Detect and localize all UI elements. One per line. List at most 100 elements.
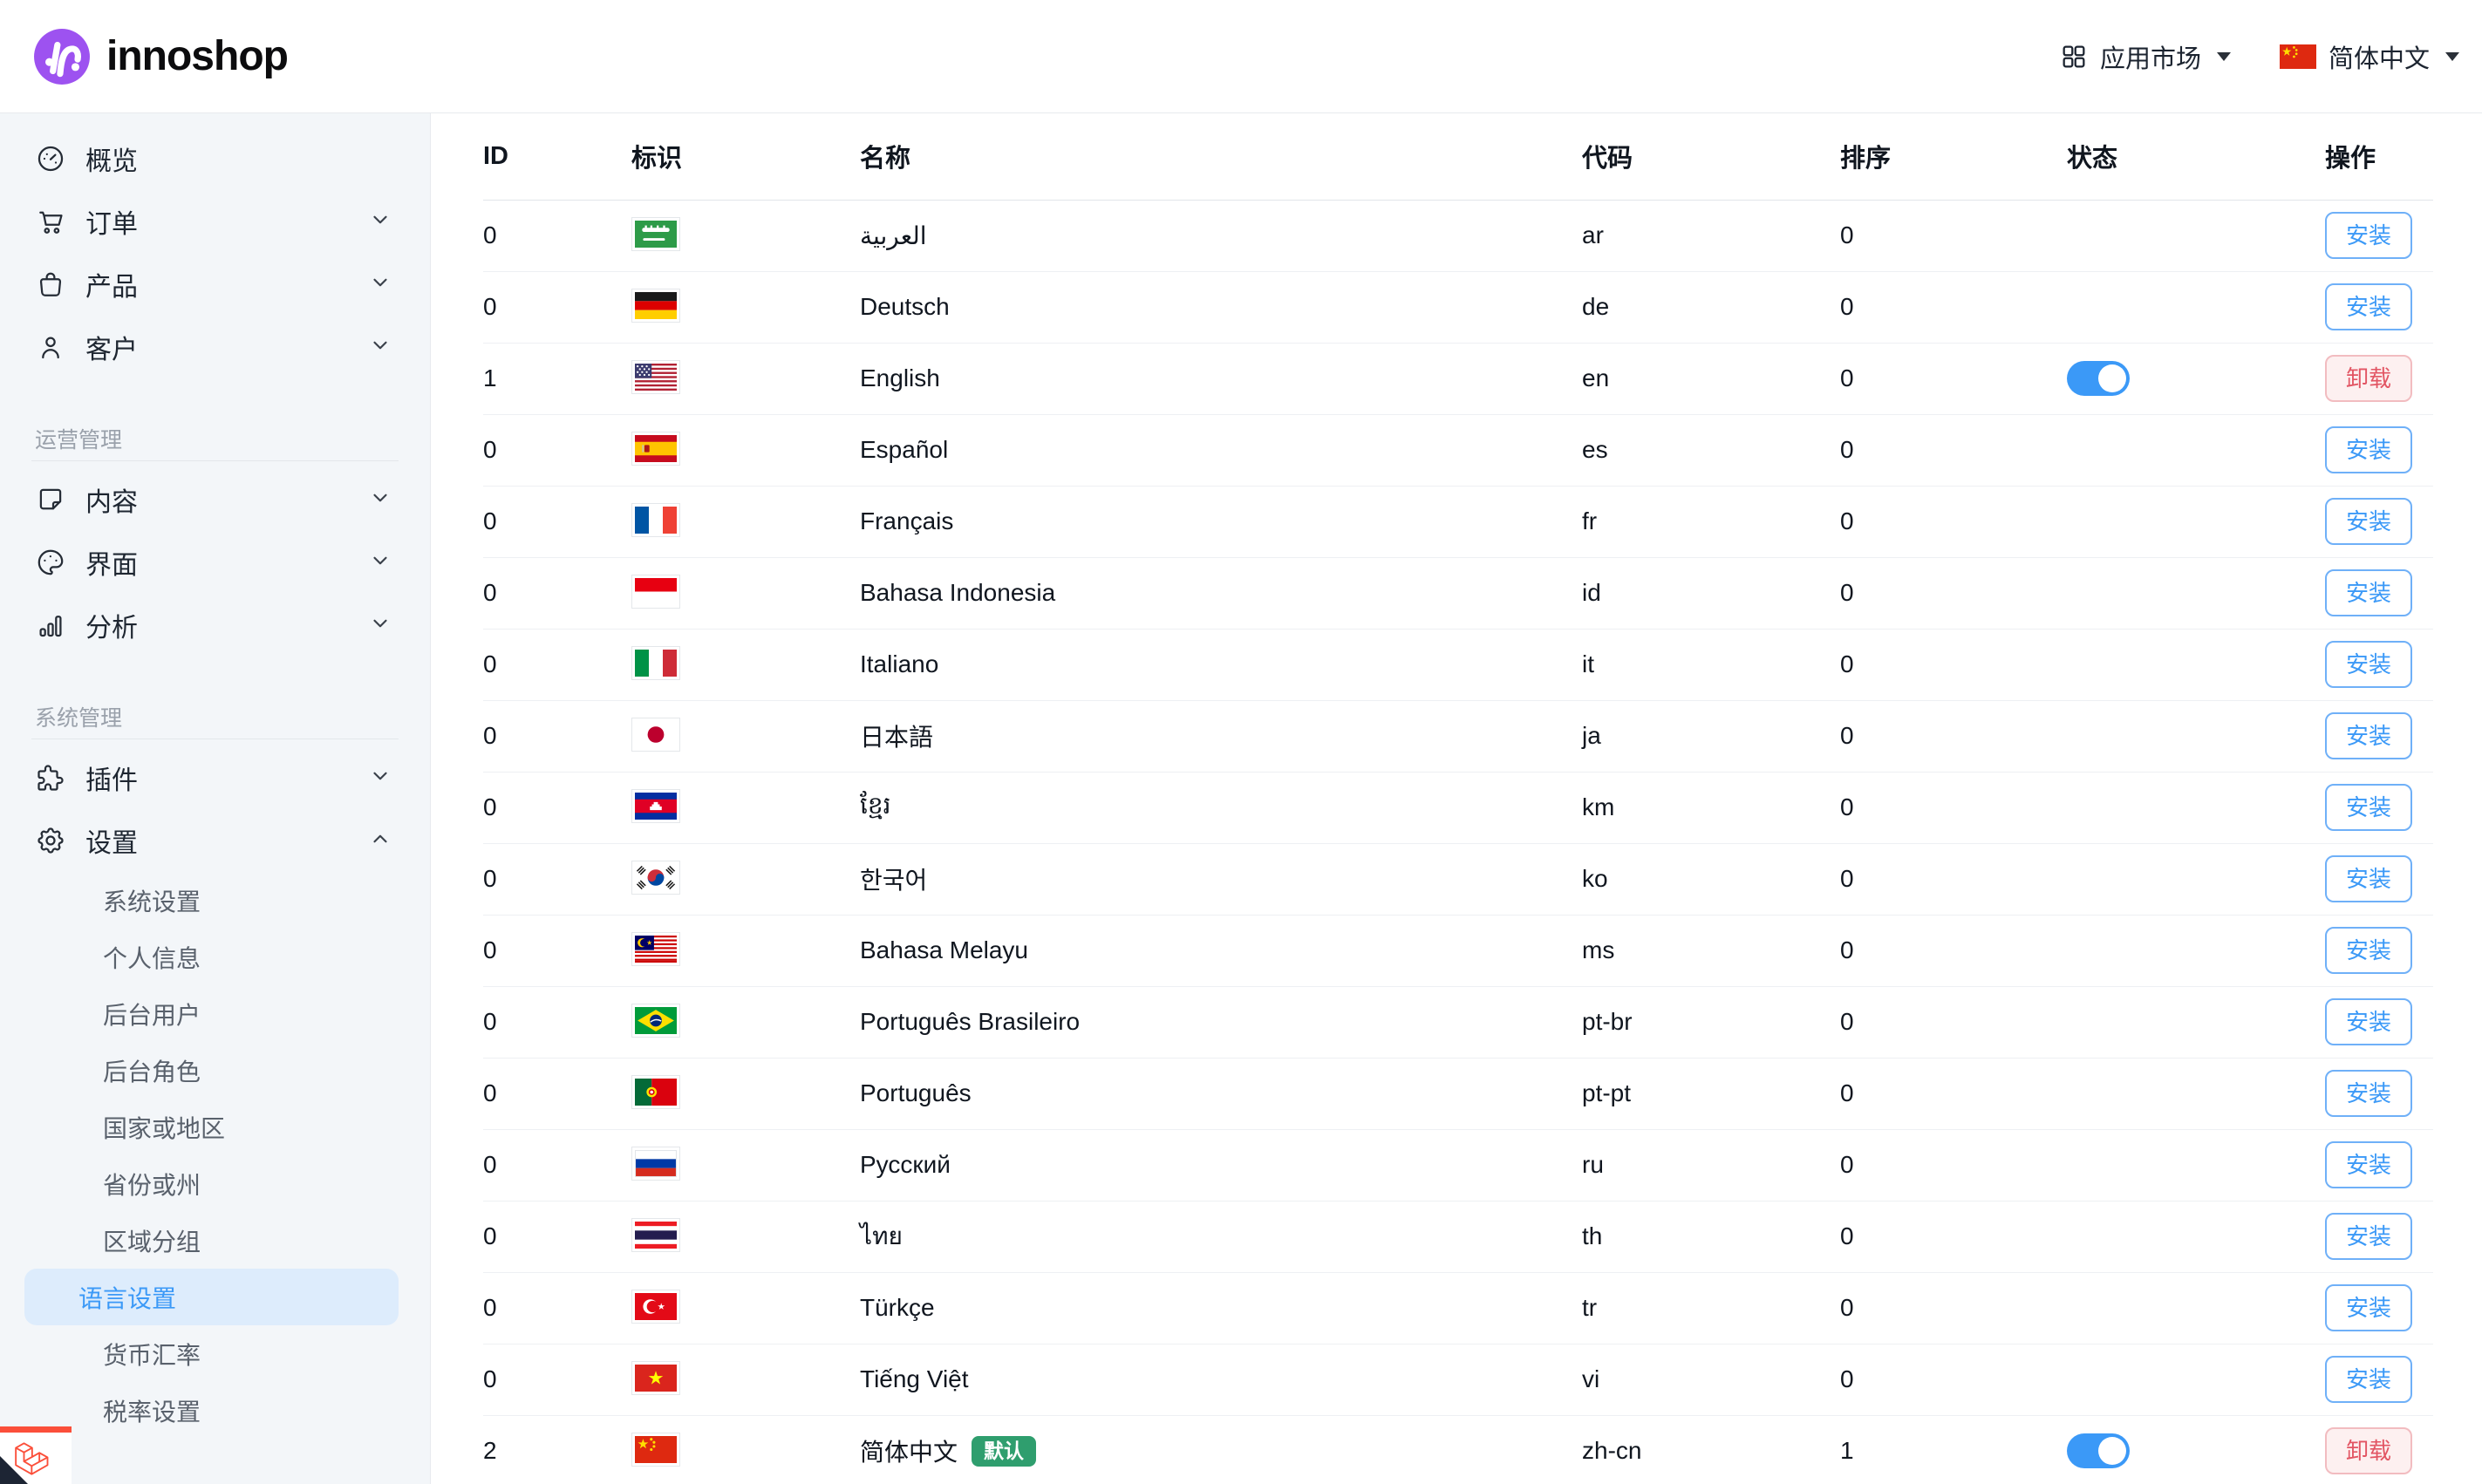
submenu-item-system-settings[interactable]: 系统设置 [103,888,201,916]
tr-flag-icon [631,1290,680,1324]
install-button[interactable]: 安装 [2325,1141,2413,1188]
submenu-item-admin-users[interactable]: 后台用户 [103,1001,201,1029]
install-button[interactable]: 安装 [2325,498,2413,545]
install-button[interactable]: 安装 [2325,569,2413,616]
sidebar-item-label: 概览 [85,147,138,176]
top-header: innoshop 应用市场 简体中文 [0,0,2482,113]
install-button[interactable]: 安装 [2325,212,2413,259]
toggle-knob [2098,364,2126,392]
language-name: 한국어 [860,867,928,894]
sidebar-item-theme[interactable]: 界面 [0,531,430,594]
submenu-item-language-settings[interactable]: 语言设置 [24,1269,399,1325]
cell-sort: 0 [1840,271,2067,344]
cell-flag [631,915,860,987]
submenu-item-currency-rates[interactable]: 货币汇率 [103,1341,201,1369]
cell-action: 安装 [2325,1272,2433,1344]
language-name: 简体中文 [860,1439,958,1466]
cell-action: 安装 [2325,700,2433,773]
cell-flag [631,629,860,701]
submenu-item-countries[interactable]: 国家或地区 [103,1114,226,1142]
cell-flag [631,843,860,916]
sidebar-item-settings[interactable]: 设置 [0,809,430,872]
sidebar-item-label: 客户 [85,336,138,364]
language-name: العربية [860,221,927,249]
cell-code: it [1582,629,1840,701]
uninstall-button[interactable]: 卸载 [2325,355,2413,402]
install-button[interactable]: 安装 [2325,927,2413,974]
sidebar: 概览 订单 产品 客户 运营管理 内容 界面 分析 系统管理 插件 设置 系统设置 个人信息 后台用户 后台… [0,113,431,1484]
install-button[interactable]: 安装 [2325,426,2413,473]
brand[interactable]: innoshop [33,28,289,85]
cell-sort: 0 [1840,700,2067,773]
cell-action: 安装 [2325,557,2433,630]
sidebar-item-label: 订单 [85,210,138,239]
chevron-down-icon [369,549,392,576]
cell-status [2067,772,2325,844]
note-icon [35,484,66,515]
cell-status [2067,343,2325,415]
cell-sort: 0 [1840,557,2067,630]
submenu-item-provinces[interactable]: 省份或州 [103,1171,201,1199]
cell-status [2067,843,2325,916]
chevron-down-icon [369,765,392,792]
cell-name: ไทย [860,1201,1582,1273]
submenu-item-tax-settings[interactable]: 税率设置 [103,1398,201,1426]
install-button[interactable]: 安装 [2325,1284,2413,1331]
gear-icon [35,825,66,856]
cell-sort: 0 [1840,200,2067,272]
cell-flag [631,700,860,773]
cell-action: 安装 [2325,1344,2433,1416]
language-name: Português Brasileiro [860,1008,1081,1035]
language-name: Português [860,1079,972,1106]
language-menu[interactable]: 简体中文 [2279,38,2459,75]
sidebar-item-products[interactable]: 产品 [0,253,430,316]
cell-flag [631,414,860,487]
install-button[interactable]: 安装 [2325,1356,2413,1403]
sidebar-item-analytics[interactable]: 分析 [0,594,430,657]
sidebar-item-customers[interactable]: 客户 [0,316,430,378]
install-button[interactable]: 安装 [2325,712,2413,759]
install-button[interactable]: 安装 [2325,855,2413,902]
app-market-menu[interactable]: 应用市场 [2060,38,2231,75]
cell-flag [631,557,860,630]
language-name: ខ្មែរ [860,791,891,819]
table-row: 0 ไทย th 0 安装 [483,1201,2433,1273]
table-row: 0 Français fr 0 安装 [483,486,2433,558]
cell-code: de [1582,271,1840,344]
install-button[interactable]: 安装 [2325,1070,2413,1117]
install-button[interactable]: 安装 [2325,283,2413,330]
uninstall-button[interactable]: 卸载 [2325,1427,2413,1474]
submenu-item-account-info[interactable]: 个人信息 [103,944,201,972]
table-row: 0 Português Brasileiro pt-br 0 安装 [483,986,2433,1059]
cell-code: ja [1582,700,1840,773]
language-name: Türkçe [860,1294,935,1321]
sidebar-item-orders[interactable]: 订单 [0,190,430,253]
cell-status [2067,1129,2325,1201]
language-name: ไทย [860,1222,903,1249]
submenu-item-zone-groups[interactable]: 区域分组 [103,1228,201,1256]
cell-id: 0 [483,843,631,916]
install-button[interactable]: 安装 [2325,998,2413,1045]
sidebar-item-overview[interactable]: 概览 [0,127,430,190]
sidebar-item-content[interactable]: 内容 [0,468,430,531]
language-name: Français [860,507,954,534]
table-header-row: ID 标识 名称 代码 排序 状态 操作 [483,113,2433,201]
sidebar-item-label: 内容 [85,488,138,517]
table-row: 0 Bahasa Indonesia id 0 安装 [483,557,2433,630]
app-market-label: 应用市场 [2099,44,2201,73]
app-market-grid-icon [2060,43,2088,71]
cell-status [2067,986,2325,1059]
status-toggle-on[interactable] [2067,361,2130,396]
install-button[interactable]: 安装 [2325,1213,2413,1260]
jp-flag-icon [631,718,680,752]
cell-sort: 0 [1840,486,2067,558]
submenu-item-admin-roles[interactable]: 后台角色 [103,1058,201,1086]
language-name: Tiếng Việt [860,1365,969,1392]
status-toggle-on[interactable] [2067,1433,2130,1468]
debugbar-corner [0,1456,28,1484]
chevron-down-icon [2445,51,2459,61]
install-button[interactable]: 安装 [2325,784,2413,831]
sidebar-item-plugins[interactable]: 插件 [0,746,430,809]
install-button[interactable]: 安装 [2325,641,2413,688]
table-row: 0 Türkçe tr 0 安装 [483,1272,2433,1344]
